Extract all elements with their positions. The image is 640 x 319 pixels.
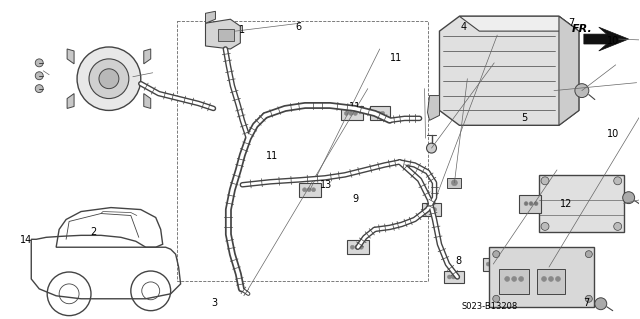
Text: 12: 12 <box>560 199 572 209</box>
Text: 10: 10 <box>607 36 620 46</box>
Circle shape <box>541 277 547 281</box>
Circle shape <box>518 277 524 281</box>
Text: 13: 13 <box>320 180 333 190</box>
Circle shape <box>511 277 516 281</box>
Circle shape <box>99 69 119 89</box>
Circle shape <box>493 295 500 302</box>
Polygon shape <box>559 16 579 125</box>
Circle shape <box>355 245 359 249</box>
Circle shape <box>89 59 129 99</box>
Text: 7: 7 <box>583 298 589 308</box>
Bar <box>519 195 541 212</box>
Text: 4: 4 <box>461 22 467 32</box>
Circle shape <box>426 143 436 153</box>
Circle shape <box>303 188 307 192</box>
Circle shape <box>494 262 498 266</box>
Circle shape <box>534 202 538 205</box>
Circle shape <box>451 275 456 279</box>
Bar <box>299 183 321 197</box>
Text: 1: 1 <box>239 26 245 35</box>
Circle shape <box>493 251 500 258</box>
Text: 14: 14 <box>19 235 32 245</box>
Polygon shape <box>144 49 151 64</box>
Text: FR.: FR. <box>572 24 593 34</box>
Circle shape <box>486 262 490 266</box>
Circle shape <box>456 275 460 279</box>
Polygon shape <box>144 93 151 108</box>
Circle shape <box>35 72 44 80</box>
Polygon shape <box>205 19 241 49</box>
Bar <box>370 107 390 120</box>
Circle shape <box>424 208 429 211</box>
Text: 11: 11 <box>390 53 403 63</box>
Bar <box>444 271 465 283</box>
Text: 11: 11 <box>266 151 278 161</box>
Circle shape <box>529 202 533 205</box>
Circle shape <box>541 177 549 185</box>
Polygon shape <box>460 16 579 31</box>
Circle shape <box>548 277 554 281</box>
Bar <box>537 269 565 294</box>
Circle shape <box>586 251 592 258</box>
Bar <box>347 240 369 254</box>
Text: 9: 9 <box>352 194 358 204</box>
Circle shape <box>349 111 353 115</box>
Text: 11: 11 <box>349 102 361 112</box>
Polygon shape <box>205 11 216 23</box>
Text: 3: 3 <box>212 298 218 308</box>
Bar <box>422 203 442 216</box>
Text: 6: 6 <box>295 22 301 32</box>
Circle shape <box>575 84 589 98</box>
Text: 7: 7 <box>568 18 574 28</box>
Circle shape <box>344 111 348 115</box>
Circle shape <box>524 202 528 205</box>
Circle shape <box>451 180 458 186</box>
Circle shape <box>541 222 549 230</box>
Circle shape <box>350 245 355 249</box>
Circle shape <box>359 245 364 249</box>
Circle shape <box>312 188 316 192</box>
Circle shape <box>353 111 357 115</box>
Circle shape <box>77 47 141 110</box>
Text: 8: 8 <box>456 256 462 266</box>
Circle shape <box>429 208 433 211</box>
Text: 10: 10 <box>607 129 620 139</box>
Bar <box>539 175 623 232</box>
Circle shape <box>307 188 311 192</box>
Circle shape <box>35 59 44 67</box>
Bar <box>489 247 594 307</box>
Circle shape <box>447 275 451 279</box>
Bar <box>177 21 428 281</box>
Polygon shape <box>67 93 74 108</box>
Circle shape <box>595 298 607 310</box>
Bar <box>341 107 363 120</box>
Polygon shape <box>428 96 440 120</box>
Circle shape <box>614 177 621 185</box>
Circle shape <box>381 111 385 115</box>
Bar <box>218 29 234 41</box>
Bar <box>499 269 529 294</box>
Bar <box>447 178 461 188</box>
Circle shape <box>35 85 44 93</box>
Circle shape <box>372 111 377 115</box>
Circle shape <box>556 277 561 281</box>
Circle shape <box>505 277 509 281</box>
Polygon shape <box>440 16 579 125</box>
Polygon shape <box>584 27 628 51</box>
Circle shape <box>433 208 436 211</box>
Text: 2: 2 <box>91 227 97 237</box>
Bar <box>483 258 503 271</box>
Text: S023-B13208: S023-B13208 <box>461 302 517 311</box>
Circle shape <box>490 262 494 266</box>
Circle shape <box>614 222 621 230</box>
Circle shape <box>586 295 592 302</box>
Circle shape <box>623 192 635 204</box>
Circle shape <box>377 111 381 115</box>
Text: 5: 5 <box>521 113 527 123</box>
Polygon shape <box>67 49 74 64</box>
